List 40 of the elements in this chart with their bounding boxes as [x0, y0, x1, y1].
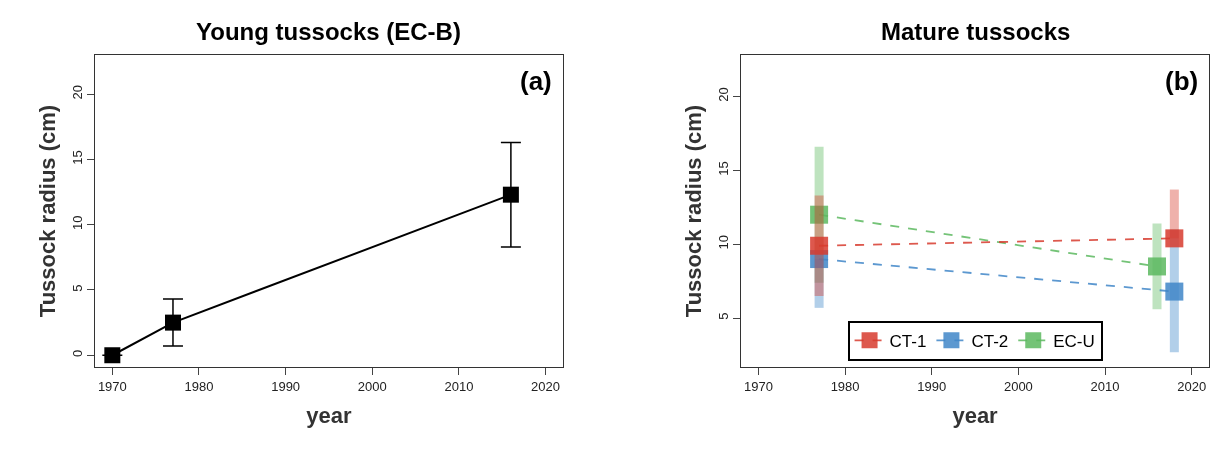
point	[164, 314, 181, 331]
legend-label: CT-2	[971, 331, 1009, 351]
x-tick-label: 1990	[271, 378, 301, 394]
x-tick-label: 2010	[444, 378, 474, 394]
y-tick-label: 10	[715, 235, 731, 250]
x-tick-label: 2010	[1090, 378, 1120, 394]
point	[1165, 282, 1184, 301]
y-tick-label: 10	[69, 215, 85, 230]
x-tick-label: 2000	[1003, 378, 1033, 394]
chart-title: Young tussocks (EC-B)	[196, 18, 461, 45]
annotation: (a)	[520, 66, 552, 96]
point	[810, 236, 829, 255]
point	[502, 186, 519, 203]
point	[104, 347, 121, 364]
y-axis-title: Tussock radius (cm)	[34, 104, 60, 318]
y-tick-label: 20	[715, 87, 731, 102]
x-tick-label: 1970	[97, 378, 127, 394]
x-tick-label: 1970	[743, 378, 773, 394]
x-tick-label: 2020	[1177, 378, 1207, 394]
y-tick-label: 0	[69, 349, 85, 357]
x-tick-label: 1980	[830, 378, 860, 394]
y-tick-label: 20	[69, 84, 85, 100]
point	[1148, 257, 1167, 276]
y-tick-label: 5	[69, 284, 85, 292]
legend-label: CT-1	[889, 331, 927, 351]
y-tick-label: 15	[715, 161, 731, 176]
x-axis-title: year	[952, 403, 999, 429]
point	[810, 205, 829, 224]
x-tick-label: 1990	[917, 378, 947, 394]
x-tick-label: 2020	[531, 378, 561, 394]
annotation: (b)	[1165, 66, 1199, 96]
y-axis-title: Tussock radius (cm)	[680, 104, 706, 318]
x-tick-label: 2000	[357, 378, 387, 394]
point	[1165, 229, 1184, 248]
y-tick-label: 15	[69, 150, 85, 165]
legend-label: EC-U	[1053, 331, 1095, 351]
y-tick-label: 5	[715, 312, 731, 320]
chart-title: Mature tussocks	[881, 18, 1071, 45]
x-tick-label: 1980	[184, 378, 214, 394]
x-axis-title: year	[306, 403, 353, 429]
